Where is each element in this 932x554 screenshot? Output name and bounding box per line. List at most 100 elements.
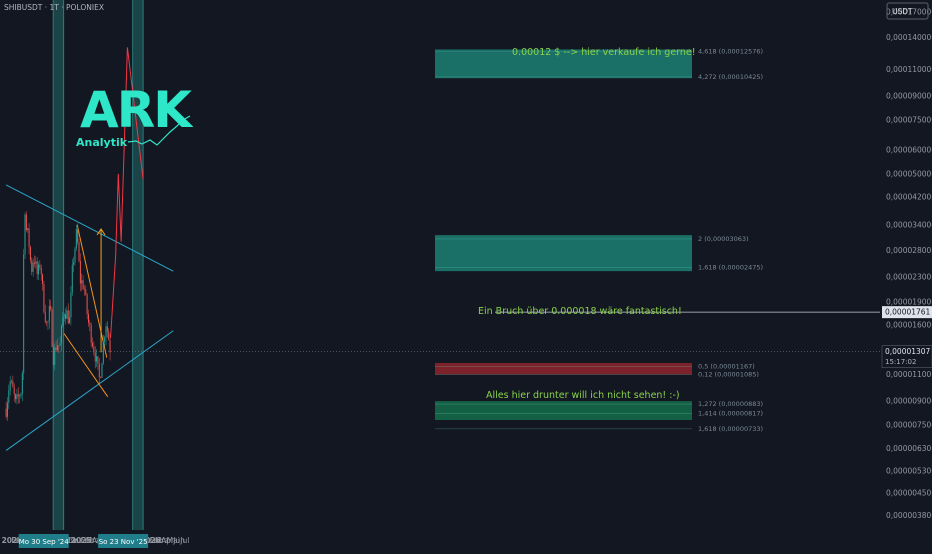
candle-body xyxy=(11,381,13,382)
last-price-badge xyxy=(881,345,932,368)
candle-body xyxy=(19,396,21,397)
candle-body xyxy=(97,356,99,364)
time-tick-label: Nov xyxy=(62,536,77,545)
candle-body xyxy=(65,314,67,319)
candle-body xyxy=(100,377,102,379)
price-tick-label: 0,000170000 xyxy=(886,7,932,16)
candle-body xyxy=(96,356,98,362)
fib-level-label: 1,272 (0,00000883) xyxy=(698,400,763,408)
level-price-badge xyxy=(882,306,932,319)
candle-body xyxy=(66,310,68,319)
time-tick-label: Jul xyxy=(179,536,189,545)
currency-label: USDT xyxy=(892,7,913,16)
level-price-badge-label: 0,00001761 xyxy=(885,308,931,317)
price-axis[interactable]: 0,000170000 0,000140000 0,000110000 0,00009… xyxy=(880,0,932,550)
candle-body xyxy=(9,381,11,391)
candle-body xyxy=(15,394,17,400)
price-tick-label: 0,000042000 xyxy=(886,193,932,202)
candle-body xyxy=(98,363,100,378)
price-tick-label: 0,000016000 xyxy=(886,320,932,329)
fib-level-label: 4,272 (0,00010425) xyxy=(698,73,763,81)
candle-body xyxy=(106,326,108,332)
candle-body xyxy=(93,346,95,353)
price-tick-label: 0,000028000 xyxy=(886,246,932,255)
candle-body xyxy=(86,294,88,315)
candle-body xyxy=(67,310,69,324)
price-tick-label: 0,000090000 xyxy=(886,92,932,101)
candle-body xyxy=(31,260,33,272)
currency-box xyxy=(886,2,929,20)
time-marker-label: So 23 Nov '25 xyxy=(99,538,148,546)
candle-body xyxy=(44,312,46,322)
fib-zone-0 xyxy=(435,235,692,272)
candle-body xyxy=(85,289,87,295)
candle-body xyxy=(73,262,75,265)
candle-body xyxy=(78,242,80,261)
time-axis[interactable]: 2024FebMrzAprMaiJunJulAugSepOktNovDez202… xyxy=(0,530,932,550)
fib-level-label: 1,414 (0,00000817) xyxy=(698,409,763,417)
candle-body xyxy=(54,347,56,365)
currency-selector[interactable]: USDT xyxy=(886,2,929,20)
candle-body xyxy=(71,264,73,293)
fib-level-label: 2 (0,00003063) xyxy=(698,235,749,243)
candle-body xyxy=(74,248,76,263)
time-marker-label: Mo 30 Sep '24 xyxy=(19,538,69,546)
fib-level-label: 1,618 (0,00002475) xyxy=(698,263,763,271)
candle-body xyxy=(21,372,23,394)
price-tick-label: 0,000034000 xyxy=(886,221,932,230)
candle-body xyxy=(59,343,61,346)
candle-body xyxy=(89,322,91,326)
candle-body xyxy=(62,317,64,326)
candle-body xyxy=(35,261,37,264)
time-tick-label: Jun xyxy=(172,536,185,545)
price-tick-label: 0,000009000 xyxy=(886,397,932,406)
trendlines xyxy=(5,184,174,451)
projection-line xyxy=(110,47,144,338)
time-tick-label: Mrz xyxy=(155,536,169,545)
candle-body xyxy=(101,363,103,378)
candle-body xyxy=(94,352,96,362)
candle-body xyxy=(32,262,34,272)
price-tick-label: 0,000005300 xyxy=(886,467,932,476)
price-axis-background xyxy=(880,0,932,550)
price-tick-label: 0,000003800 xyxy=(886,511,932,520)
candle-body xyxy=(60,325,62,344)
candle-body xyxy=(81,280,83,284)
trendline-upper-resistance xyxy=(5,184,174,272)
candle-body xyxy=(77,229,79,243)
fib-zone-1 xyxy=(435,49,692,79)
logo-small-text: Analytik xyxy=(76,136,128,149)
candle-body xyxy=(70,292,72,318)
time-tick-label: Apr xyxy=(161,536,175,545)
time-tick-label: Feb xyxy=(11,536,25,545)
time-marker-badge xyxy=(98,534,149,548)
time-tick-label: Feb xyxy=(81,536,95,545)
fib-level-label: 0,12 (0,00001085) xyxy=(698,370,759,378)
price-tick-label: 0,000006300 xyxy=(886,444,932,453)
candle-body xyxy=(12,381,14,388)
projection-path xyxy=(96,47,144,353)
candle-body xyxy=(105,326,107,338)
logo-chart-icon xyxy=(127,115,191,146)
candle-body xyxy=(40,267,42,275)
candle-body xyxy=(82,280,84,290)
candle-body xyxy=(48,305,50,322)
candle-body xyxy=(42,274,44,285)
candle-body xyxy=(102,342,104,364)
candle-body xyxy=(29,246,31,261)
candle-body xyxy=(33,262,35,264)
candle-body xyxy=(23,254,25,373)
last-price-countdown: 15:17:02 xyxy=(885,358,916,366)
price-tick-label: 0,000004500 xyxy=(886,488,932,497)
trendline-lower-support xyxy=(5,330,174,451)
candle-body xyxy=(58,345,60,346)
candle-body xyxy=(38,264,40,275)
price-tick-label: 0,000007500 xyxy=(886,421,932,430)
price-tick-label: 0,000075000 xyxy=(886,116,932,125)
candle-body xyxy=(47,321,49,323)
price-tick-label: 0,000110000 xyxy=(886,65,932,74)
candle-body xyxy=(56,345,58,351)
time-tick-label: 2024 xyxy=(2,536,23,545)
